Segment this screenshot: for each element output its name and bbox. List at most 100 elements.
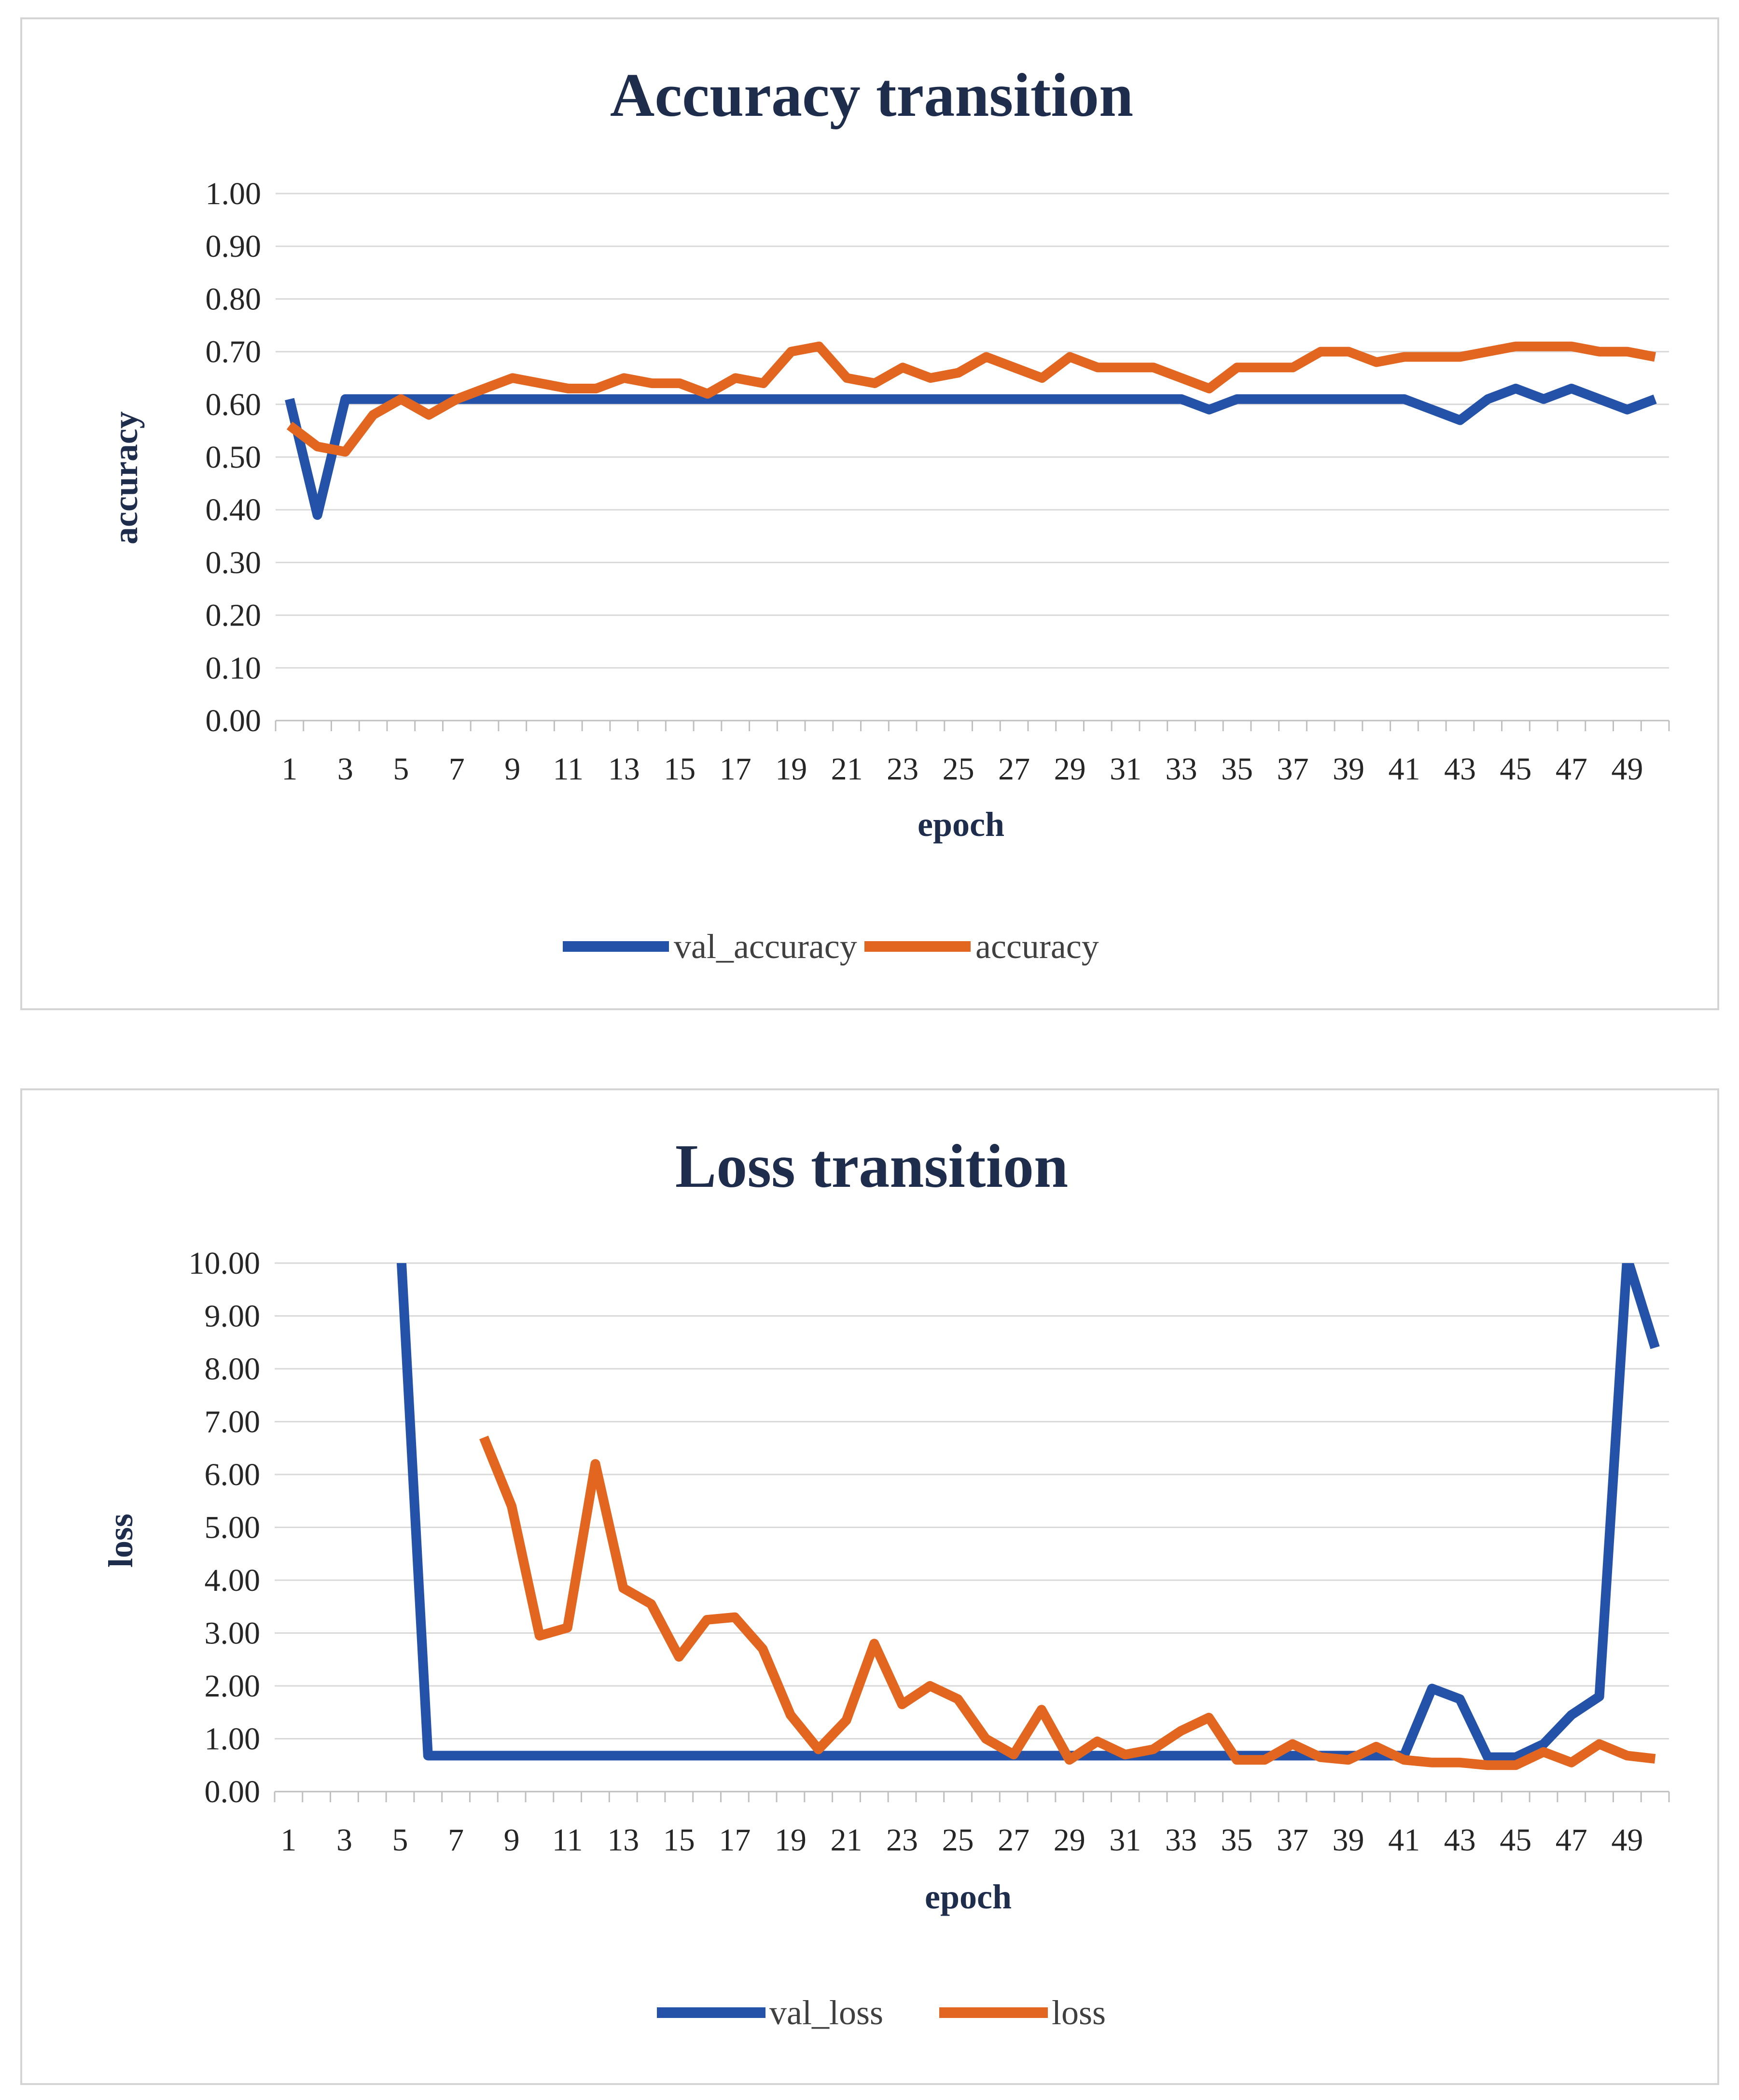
- y-tick-label: 0.00: [206, 703, 262, 738]
- y-axis-title: loss: [101, 1514, 140, 1568]
- y-tick-label: 3.00: [205, 1616, 261, 1651]
- x-tick-label: 35: [1221, 751, 1253, 787]
- legend: val_loss loss: [657, 1993, 1106, 2032]
- x-tick-label: 31: [1109, 1822, 1141, 1858]
- x-tick-label: 17: [719, 1822, 751, 1858]
- x-tick-label: 43: [1444, 751, 1476, 787]
- gridlines: [275, 193, 1670, 731]
- series-line-accuracy: [286, 341, 1656, 457]
- x-tick-label: 45: [1500, 751, 1531, 787]
- series-lines: [396, 1263, 1660, 1770]
- x-tick-label: 9: [504, 1822, 520, 1858]
- series-line-loss: [479, 1435, 1656, 1770]
- x-tick-label: 1: [281, 751, 297, 787]
- x-tick-label: 11: [552, 1822, 583, 1858]
- x-tick-label: 47: [1556, 751, 1587, 787]
- y-tick-label: 2.00: [205, 1669, 261, 1704]
- x-tick-label: 3: [337, 751, 353, 787]
- x-tick-label: 37: [1277, 751, 1309, 787]
- y-tick-label: 0.50: [206, 440, 262, 475]
- x-tick-label: 9: [504, 751, 520, 787]
- x-tick-label: 45: [1500, 1822, 1531, 1858]
- x-tick-label: 39: [1333, 1822, 1364, 1858]
- x-tick-label: 23: [886, 1822, 918, 1858]
- y-tick-labels: 0.00 1.00 2.00 3.00 4.00 5.00 6.00 7.00 8.00 9.00…: [189, 1246, 261, 1809]
- x-tick-label: 33: [1166, 751, 1197, 787]
- x-tick-label: 49: [1611, 751, 1643, 787]
- x-tick-label: 3: [336, 1822, 352, 1858]
- x-tick-label: 33: [1165, 1822, 1197, 1858]
- series-lines: [285, 341, 1657, 520]
- y-tick-label: 0.00: [205, 1774, 261, 1809]
- y-tick-label: 8.00: [205, 1351, 261, 1387]
- legend-label-accuracy: accuracy: [975, 927, 1099, 966]
- x-tick-label: 11: [553, 751, 584, 787]
- loss-chart: Loss transition 0.00 1.00 2.00 3.00 4.00 5.00…: [101, 1132, 1670, 2032]
- x-tick-label: 21: [830, 1822, 862, 1858]
- x-tick-label: 31: [1110, 751, 1141, 787]
- x-tick-label: 7: [449, 751, 465, 787]
- y-tick-label: 0.80: [206, 281, 262, 317]
- y-tick-labels: 0.00 0.10 0.20 0.30 0.40 0.50 0.60 0.70 0.80 0.90…: [206, 176, 262, 738]
- y-tick-label: 10.00: [189, 1246, 261, 1281]
- y-tick-label: 0.70: [206, 334, 262, 370]
- x-tick-label: 25: [943, 751, 974, 787]
- legend-label-val_accuracy: val_accuracy: [674, 927, 857, 966]
- gridlines: [274, 1262, 1670, 1802]
- y-tick-label: 1.00: [205, 1722, 261, 1757]
- y-axis-title: accuracy: [106, 411, 145, 544]
- y-tick-label: 1.00: [206, 176, 262, 211]
- x-tick-label: 1: [280, 1822, 296, 1858]
- x-axis-title: epoch: [918, 805, 1004, 844]
- x-tick-label: 37: [1277, 1822, 1308, 1858]
- x-tick-label: 25: [942, 1822, 974, 1858]
- x-tick-label: 13: [607, 1822, 639, 1858]
- loss-chart-panel: Loss transition 0.00 1.00 2.00 3.00 4.00 5.00…: [20, 1088, 1719, 2085]
- y-tick-label: 0.10: [206, 651, 262, 686]
- x-tick-labels: 1 3 5 7 9 11 13 15 17 19 21 23 25 27 29 31 33 35 37 39 41 43 4…: [281, 751, 1643, 787]
- x-tick-label: 41: [1388, 751, 1420, 787]
- x-tick-label: 35: [1221, 1822, 1252, 1858]
- x-tick-label: 13: [608, 751, 640, 787]
- x-tick-label: 41: [1388, 1822, 1420, 1858]
- y-tick-label: 0.40: [206, 492, 262, 528]
- x-tick-label: 17: [720, 751, 751, 787]
- x-tick-labels: 1 3 5 7 9 11 13 15 17 19 21 23 25 27 29 31 33 35 37 39 41 43 4…: [280, 1822, 1643, 1858]
- x-tick-label: 27: [998, 751, 1030, 787]
- x-tick-label: 15: [663, 1822, 695, 1858]
- accuracy-chart: Accuracy transition 0.00 0.10 0.20 0.30 0.40…: [106, 61, 1670, 966]
- x-tick-label: 29: [1054, 1822, 1085, 1858]
- y-tick-label: 9.00: [205, 1299, 261, 1334]
- accuracy-chart-panel: Accuracy transition 0.00 0.10 0.20 0.30 0.40…: [20, 17, 1719, 1010]
- y-tick-label: 5.00: [205, 1510, 261, 1545]
- y-tick-label: 7.00: [205, 1405, 261, 1440]
- x-tick-label: 5: [393, 751, 409, 787]
- legend-label-val_loss: val_loss: [769, 1993, 883, 2032]
- x-tick-label: 47: [1556, 1822, 1587, 1858]
- x-tick-label: 43: [1444, 1822, 1476, 1858]
- legend-label-loss: loss: [1052, 1993, 1106, 2032]
- x-tick-label: 19: [775, 1822, 807, 1858]
- chart-title: Loss transition: [675, 1132, 1068, 1200]
- x-tick-label: 27: [998, 1822, 1029, 1858]
- y-tick-label: 0.30: [206, 545, 262, 580]
- x-tick-label: 5: [392, 1822, 408, 1858]
- y-tick-label: 0.20: [206, 598, 262, 633]
- y-tick-label: 6.00: [205, 1457, 261, 1492]
- y-tick-label: 0.90: [206, 229, 262, 264]
- y-tick-label: 0.60: [206, 387, 262, 422]
- legend: val_accuracy accuracy: [563, 927, 1099, 966]
- x-tick-label: 7: [448, 1822, 464, 1858]
- x-tick-label: 39: [1333, 751, 1364, 787]
- x-tick-label: 29: [1054, 751, 1086, 787]
- chart-title: Accuracy transition: [610, 61, 1133, 129]
- y-tick-label: 4.00: [205, 1563, 261, 1598]
- series-line-val_loss: [396, 1263, 1660, 1762]
- x-axis-title: epoch: [925, 1877, 1012, 1916]
- series-line-val_accuracy: [285, 384, 1657, 520]
- x-tick-label: 19: [775, 751, 807, 787]
- x-tick-label: 49: [1611, 1822, 1643, 1858]
- x-tick-label: 23: [887, 751, 918, 787]
- x-tick-label: 15: [664, 751, 696, 787]
- x-tick-label: 21: [831, 751, 863, 787]
